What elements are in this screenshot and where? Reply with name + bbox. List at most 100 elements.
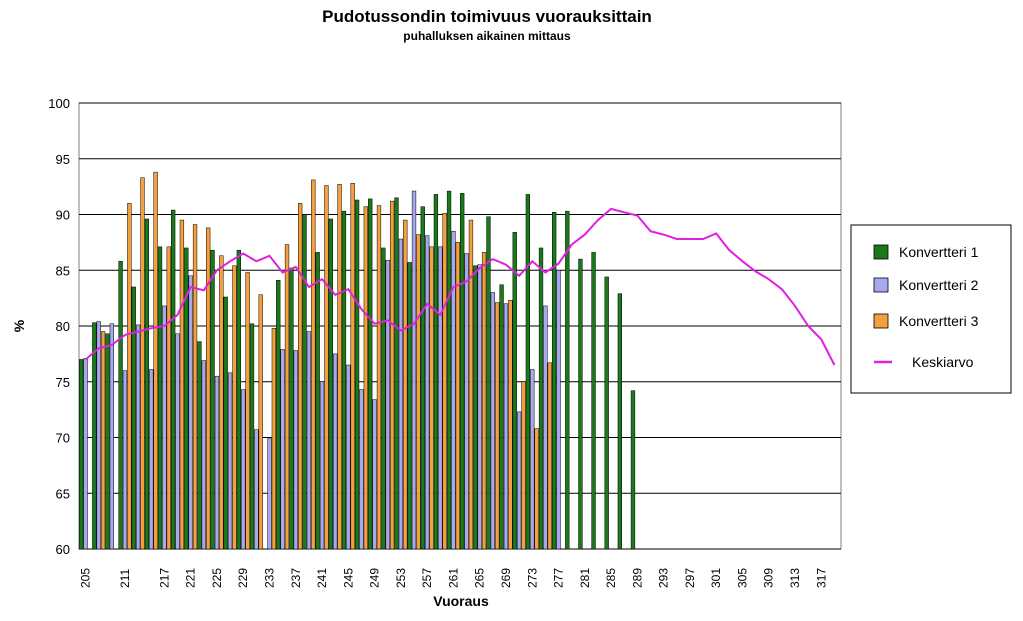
bar	[162, 305, 167, 550]
bar	[455, 242, 460, 550]
bar	[490, 292, 495, 550]
x-tick-label: 301	[709, 568, 723, 588]
bar	[508, 300, 513, 550]
bar	[127, 203, 132, 550]
bar	[214, 375, 220, 550]
bar-series	[79, 171, 636, 550]
bar	[451, 230, 456, 550]
chart-title: Pudotussondin toimivuus vuorauksittain	[322, 7, 652, 26]
bar	[468, 219, 474, 550]
bar	[512, 232, 517, 550]
bar	[157, 246, 163, 550]
bar	[184, 247, 189, 550]
bar	[284, 244, 290, 550]
average-line	[84, 207, 836, 366]
bar	[254, 429, 259, 550]
x-tick-label: 313	[788, 568, 802, 588]
x-tick-label: 273	[525, 568, 539, 588]
bar	[438, 246, 443, 550]
bar	[197, 341, 202, 550]
bar	[105, 333, 110, 550]
y-tick-label: 95	[56, 152, 70, 167]
bar	[534, 428, 539, 550]
x-tick-label: 317	[814, 568, 828, 588]
bar	[350, 183, 355, 550]
bar	[464, 253, 469, 550]
bar	[135, 324, 141, 550]
bar	[179, 219, 185, 550]
bar	[538, 247, 544, 550]
legend-label: Konvertteri 2	[899, 277, 979, 293]
x-tick-label: 281	[578, 568, 592, 588]
bar	[171, 209, 176, 550]
bar	[118, 261, 123, 550]
y-tick-label: 70	[56, 431, 70, 446]
legend-swatch	[873, 277, 889, 293]
legend-label: Konvertteri 3	[899, 313, 979, 329]
bar	[166, 246, 171, 550]
bar	[219, 255, 224, 550]
bar	[140, 177, 145, 550]
bar	[302, 214, 307, 550]
x-tick-label: 309	[762, 568, 776, 588]
x-tick-label: 257	[420, 568, 434, 588]
x-tick-label: 261	[446, 568, 460, 588]
bar	[556, 270, 561, 550]
bar	[271, 327, 277, 550]
x-tick-label: 293	[657, 568, 671, 588]
bar	[385, 259, 390, 550]
bar	[79, 359, 84, 550]
bar	[420, 206, 425, 550]
bar	[425, 235, 430, 550]
x-tick-label: 233	[263, 568, 277, 588]
x-tick-label: 253	[394, 568, 408, 588]
average-line-path	[84, 207, 836, 366]
x-tick-label: 305	[735, 568, 749, 588]
y-tick-labels: 60 65 70 75 80 85 90 95 100	[48, 96, 70, 557]
bar	[280, 349, 285, 550]
bar	[565, 210, 570, 550]
bar	[460, 193, 465, 550]
bar	[552, 212, 557, 550]
bar	[359, 389, 364, 550]
bar	[398, 238, 404, 550]
bar	[324, 185, 329, 550]
bar	[311, 179, 316, 550]
y-tick-label: 100	[48, 96, 70, 111]
bar	[293, 350, 298, 550]
bar	[525, 194, 531, 550]
legend-label: Keskiarvo	[912, 354, 974, 370]
y-tick-label: 80	[56, 319, 70, 334]
x-tick-label: 229	[236, 568, 250, 588]
x-tick-label: 269	[499, 568, 513, 588]
x-tick-label: 237	[289, 568, 303, 588]
bar	[376, 205, 382, 550]
bar	[341, 210, 347, 550]
bar	[276, 280, 281, 550]
x-tick-label: 205	[79, 568, 93, 588]
x-tick-label: 277	[552, 568, 566, 588]
y-tick-label: 90	[56, 208, 70, 223]
bar	[433, 194, 439, 550]
x-tick-label: 217	[157, 568, 171, 588]
x-tick-label: 241	[315, 568, 329, 588]
gridlines	[79, 102, 841, 550]
bar	[521, 381, 526, 550]
bar	[109, 323, 114, 550]
bar	[144, 218, 150, 550]
y-tick-label: 75	[56, 375, 70, 390]
bar	[258, 294, 263, 550]
bar	[92, 322, 97, 550]
bar	[446, 190, 452, 550]
x-tick-label: 289	[630, 568, 644, 588]
bar	[617, 293, 622, 550]
bar	[210, 249, 215, 550]
legend-swatch	[873, 244, 889, 260]
legend-swatch	[873, 313, 889, 329]
y-tick-label: 60	[56, 542, 70, 557]
bar	[131, 286, 136, 550]
legend: Konvertteri 1 Konvertteri 2 Konvertteri 3 K…	[850, 224, 1012, 394]
bar	[473, 265, 478, 550]
bar	[591, 252, 596, 550]
